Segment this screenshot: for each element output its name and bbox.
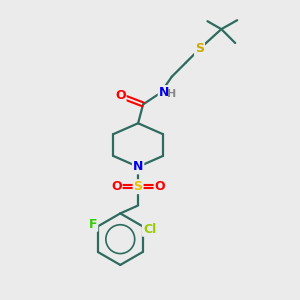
Text: S: S: [134, 180, 142, 193]
Text: N: N: [159, 86, 169, 99]
Text: S: S: [195, 42, 204, 56]
Text: H: H: [167, 88, 176, 98]
Text: O: O: [111, 180, 122, 193]
Text: O: O: [154, 180, 165, 193]
Text: Cl: Cl: [143, 223, 156, 236]
Text: O: O: [115, 89, 126, 102]
Text: F: F: [89, 218, 97, 231]
Text: N: N: [133, 160, 143, 173]
